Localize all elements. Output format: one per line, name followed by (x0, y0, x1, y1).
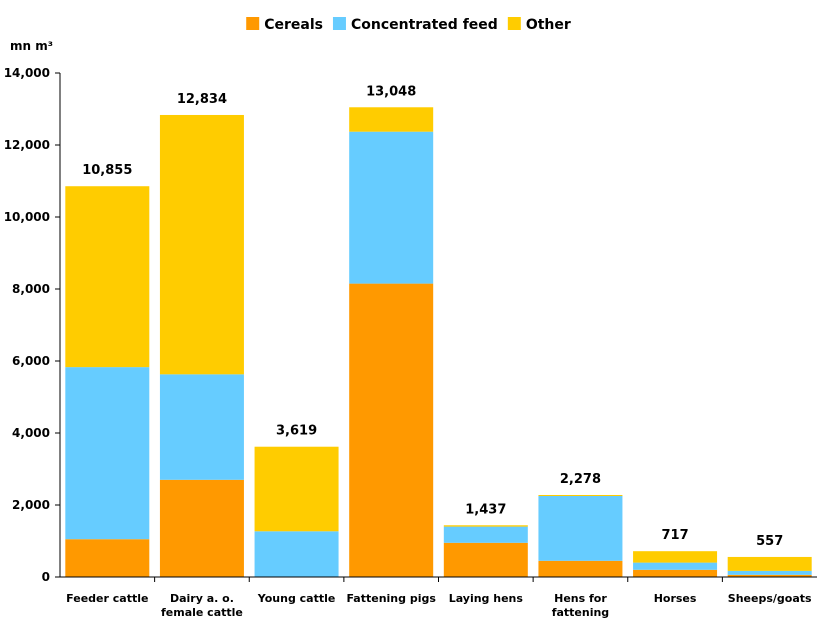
y-tick-label: 6,000 (12, 354, 50, 368)
y-tick-label: 14,000 (4, 66, 50, 80)
bar-segment-other (538, 494, 623, 496)
legend: Cereals Concentrated feed Other (246, 17, 571, 33)
x-tick-label: Feeder cattle (66, 592, 148, 605)
bar-segment-cereals (159, 479, 244, 577)
total-label: 1,437 (465, 502, 506, 517)
x-axis: Feeder cattle Dairy a. o. female cattle You… (60, 576, 817, 619)
x-tick-label: Fattening pigs (346, 592, 436, 605)
x-tick-label: Sheeps/goats (728, 592, 812, 605)
bar-segment-other (633, 551, 718, 563)
y-axis-label: mn m³ (10, 39, 53, 53)
bars: 10,855 12,834 3,619 13,048 1,437 2,278 717 557 (65, 84, 812, 577)
bar-segment-cereals (349, 283, 434, 577)
y-tick-label: 12,000 (4, 138, 50, 152)
y-tick-label: 2,000 (12, 498, 50, 512)
y-tick-label: 0 (42, 570, 50, 584)
legend-swatch (246, 17, 260, 30)
bar-segment-other (159, 114, 244, 375)
legend-swatch (507, 17, 521, 30)
y-axis: 0 2,000 4,000 6,000 8,000 10,000 12,000 14,000 (4, 66, 61, 584)
bar-segment-cereals (443, 542, 528, 577)
bar-segment-concentrated-feed (443, 526, 528, 543)
bar-segment-other (443, 525, 528, 527)
y-tick-label: 10,000 (4, 210, 50, 224)
x-tick-label: Young cattle (257, 592, 336, 605)
total-label: 12,834 (177, 92, 227, 107)
x-tick-label: Dairy a. o. female cattle (161, 592, 243, 619)
bar-segment-concentrated-feed (349, 131, 434, 284)
legend-label: Other (526, 17, 571, 33)
bar-segment-cereals (65, 539, 150, 577)
bar-segment-cereals (727, 574, 812, 577)
bar-segment-other (727, 556, 812, 571)
bar-segment-concentrated-feed (538, 496, 623, 561)
total-label: 2,278 (560, 472, 601, 487)
total-label: 557 (756, 534, 783, 549)
total-label: 13,048 (366, 84, 416, 99)
bar-segment-concentrated-feed (727, 570, 812, 575)
total-label: 10,855 (82, 163, 132, 178)
bar-segment-cereals (538, 560, 623, 577)
bar-segment-concentrated-feed (633, 562, 718, 570)
legend-label: Cereals (264, 17, 323, 33)
bar-segment-concentrated-feed (254, 531, 339, 577)
total-label: 717 (661, 528, 688, 543)
bar-segment-other (254, 446, 339, 532)
x-tick-label: Hens for fattening (552, 592, 610, 619)
x-tick-label: Horses (654, 592, 697, 605)
bar-segment-concentrated-feed (65, 367, 150, 540)
bar-segment-other (65, 186, 150, 368)
bar-segment-cereals (633, 569, 718, 577)
y-tick-label: 4,000 (12, 426, 50, 440)
total-label: 3,619 (276, 424, 317, 439)
x-tick-label: Laying hens (449, 592, 524, 605)
bar-segment-concentrated-feed (159, 374, 244, 480)
legend-label: Concentrated feed (351, 17, 498, 33)
bar-segment-other (349, 107, 434, 132)
y-tick-label: 8,000 (12, 282, 50, 296)
legend-swatch (332, 17, 346, 30)
